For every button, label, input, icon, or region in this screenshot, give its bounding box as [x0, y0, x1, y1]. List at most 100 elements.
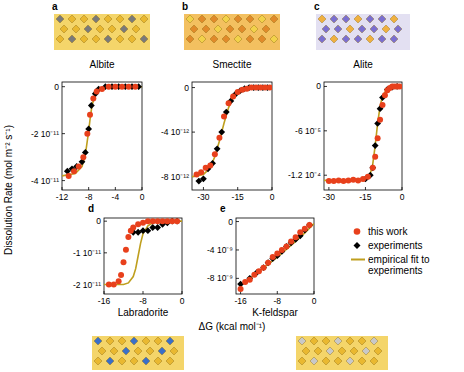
- y-tick: [192, 132, 195, 133]
- panel: cAlite-30-1500-6 10⁻⁵-1.2 10⁻⁴empirical …: [288, 1, 405, 202]
- structure-unit: [346, 337, 354, 345]
- x-tick: [402, 187, 403, 190]
- x-tick-label: 0: [180, 296, 185, 306]
- x-tick-label: -30: [197, 192, 210, 202]
- structure-unit: [198, 15, 206, 23]
- point-diamond: [265, 259, 272, 266]
- structure-unit: [110, 347, 118, 355]
- fit-line: [192, 88, 272, 177]
- point-circle: [76, 164, 82, 170]
- structure-unit: [342, 15, 350, 23]
- point-circle: [216, 135, 222, 141]
- structure-unit: [154, 357, 162, 365]
- structure-unit: [246, 15, 254, 23]
- structure-unit: [354, 15, 362, 23]
- point-circle: [106, 84, 112, 90]
- x-tick: [104, 291, 105, 294]
- point-circle: [370, 165, 376, 171]
- panel-letter: b: [182, 1, 188, 12]
- series: this work: [194, 85, 272, 178]
- structure-background: [54, 14, 150, 50]
- panel-title: Albite: [89, 59, 114, 70]
- structure-unit: [334, 357, 342, 365]
- legend-item: experiments: [350, 240, 458, 251]
- structure-unit: [370, 337, 378, 345]
- structure-unit: [270, 15, 278, 23]
- structure-unit: [258, 15, 266, 23]
- legend-circle: [354, 228, 361, 235]
- point-circle: [99, 86, 105, 92]
- point-circle: [226, 100, 232, 106]
- plot-frame: [324, 82, 402, 190]
- point-circle: [397, 83, 402, 89]
- structure-unit: [130, 337, 138, 345]
- series: experiments: [237, 222, 313, 288]
- y-tick: [62, 180, 65, 181]
- y-tick: [62, 86, 65, 87]
- structure-unit: [98, 347, 106, 355]
- structure-unit: [106, 357, 114, 365]
- point-diamond: [88, 102, 95, 109]
- x-tick: [182, 291, 183, 294]
- structure-unit: [330, 15, 338, 23]
- fit-line: [104, 221, 182, 284]
- structure-unit: [132, 25, 140, 33]
- structure-unit: [222, 15, 230, 23]
- point-circle: [87, 112, 93, 118]
- structure-unit: [370, 357, 378, 365]
- x-tick-label: 0: [312, 296, 317, 306]
- legend-symbol: [350, 254, 368, 265]
- structure-unit: [358, 357, 366, 365]
- point-circle: [267, 85, 272, 91]
- structure-unit: [318, 15, 326, 23]
- point-circle: [238, 286, 244, 292]
- structure-unit: [338, 347, 346, 355]
- panel: aAlbite-12-8-400-2 10⁻¹¹-4 10⁻¹¹empirica…: [31, 1, 145, 202]
- point-circle: [174, 218, 180, 224]
- structure-unit: [366, 15, 374, 23]
- structure-unit: [128, 35, 136, 43]
- panel-letter: e: [220, 203, 226, 214]
- series: empirical fit to experiments: [62, 87, 142, 176]
- fit-line: [324, 86, 402, 180]
- point-diamond: [218, 129, 225, 136]
- plot-frame: [236, 218, 314, 294]
- point-circle: [372, 154, 378, 160]
- point-circle: [118, 272, 124, 278]
- structure-unit: [84, 25, 92, 33]
- point-circle: [261, 265, 267, 271]
- x-tick-label: 0: [140, 192, 145, 202]
- structure-unit: [258, 35, 266, 43]
- x-tick: [314, 291, 315, 294]
- legend-label: this work: [368, 226, 407, 237]
- structure-unit: [222, 35, 230, 43]
- structure-unit: [128, 15, 136, 23]
- structure-unit: [72, 25, 80, 33]
- y-tick: [236, 221, 239, 222]
- structure-background: [316, 14, 410, 50]
- legend-label: empirical fit to experiments: [368, 254, 458, 276]
- structure-unit: [116, 35, 124, 43]
- point-circle: [247, 277, 253, 283]
- point-circle: [288, 238, 294, 244]
- point-circle: [121, 259, 127, 265]
- legend-symbol: [350, 226, 368, 237]
- x-tick-label: -15: [232, 192, 245, 202]
- y-tick-label: 0: [54, 82, 59, 92]
- x-tick: [328, 187, 329, 190]
- structure-unit: [214, 25, 222, 33]
- structure-unit: [322, 25, 330, 33]
- structure-unit: [298, 357, 306, 365]
- y-tick-label: -4 10⁻¹²: [161, 127, 189, 137]
- fit-line: [241, 224, 314, 286]
- point-diamond: [200, 175, 207, 182]
- point-circle: [212, 151, 218, 157]
- series: experiments: [195, 84, 270, 184]
- panel-letter: a: [52, 1, 58, 12]
- data-area: empirical fit to experimentsexperimentst…: [324, 83, 402, 184]
- y-tick-label: 0: [184, 83, 189, 93]
- structure-unit: [378, 15, 386, 23]
- structure-unit: [170, 347, 178, 355]
- series: experiments: [362, 83, 400, 182]
- y-tick: [192, 87, 195, 88]
